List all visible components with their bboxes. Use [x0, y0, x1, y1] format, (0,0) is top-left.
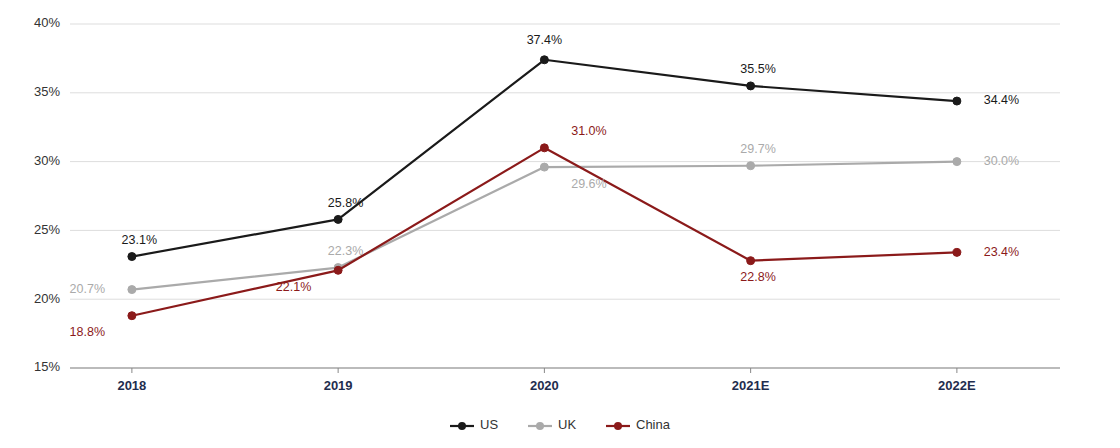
chart: 15% 20% 25% 30% 35% 40% 2018 2019 2020 2021E 2022E…: [0, 0, 1120, 448]
y-axis: 15% 20% 25% 30% 35% 40%: [34, 15, 1060, 374]
point: [540, 144, 548, 152]
point: [128, 253, 136, 261]
data-label: 30.0%: [984, 154, 1019, 168]
point: [747, 162, 755, 170]
plot-area: [128, 56, 961, 320]
point: [953, 97, 961, 105]
x-tick-label: 2022E: [938, 378, 976, 393]
data-label: 25.8%: [328, 196, 363, 210]
data-label: 34.4%: [984, 93, 1019, 107]
point: [953, 248, 961, 256]
grid-line: [70, 299, 1060, 300]
series-line: [132, 60, 957, 257]
x-axis: 2018 2019 2020 2021E 2022E: [70, 368, 1060, 393]
data-label: 29.7%: [740, 142, 775, 156]
x-tick-label: 2020: [530, 378, 559, 393]
legend-item: US: [450, 417, 498, 432]
y-tick-label: 20%: [34, 291, 60, 306]
legend-item: China: [606, 417, 671, 432]
y-tick-label: 40%: [34, 15, 60, 30]
data-labels: 23.1% 25.8% 37.4% 35.5% 34.4% 20.7% 22.3% 29.6%…: [70, 33, 1020, 339]
data-label: 37.4%: [527, 33, 562, 47]
grid-line: [70, 368, 1060, 369]
grid-line: [70, 92, 1060, 93]
x-tick: [338, 368, 339, 373]
data-label: 22.8%: [740, 270, 775, 284]
legend-marker: [536, 422, 544, 430]
x-tick-label: 2019: [324, 378, 353, 393]
legend-marker: [614, 422, 622, 430]
x-axis-line: [70, 368, 1060, 369]
legend-marker: [458, 422, 466, 430]
legend: US UK China: [450, 417, 671, 432]
point: [334, 215, 342, 223]
x-tick: [956, 368, 957, 373]
point: [747, 257, 755, 265]
point: [540, 163, 548, 171]
x-tick-label: 2021E: [732, 378, 770, 393]
series-line: [132, 148, 957, 316]
y-tick-label: 35%: [34, 84, 60, 99]
x-tick: [544, 368, 545, 373]
x-tick: [131, 368, 132, 373]
data-label: 31.0%: [571, 124, 606, 138]
point: [540, 56, 548, 64]
point: [334, 266, 342, 274]
data-label: 22.1%: [276, 280, 311, 294]
legend-label: UK: [558, 417, 576, 432]
legend-label: US: [480, 417, 498, 432]
data-label: 23.1%: [122, 233, 157, 247]
data-label: 35.5%: [740, 62, 775, 76]
data-label: 22.3%: [328, 244, 363, 258]
grid-line: [70, 230, 1060, 231]
grid-line: [70, 24, 1060, 25]
legend-item: UK: [528, 417, 576, 432]
y-tick-label: 25%: [34, 222, 60, 237]
x-tick-label: 2018: [117, 378, 146, 393]
point: [128, 312, 136, 320]
data-label: 18.8%: [70, 325, 105, 339]
point: [128, 286, 136, 294]
data-label: 23.4%: [984, 245, 1019, 259]
point: [747, 82, 755, 90]
y-tick-label: 15%: [34, 359, 60, 374]
legend-label: China: [636, 417, 671, 432]
data-label: 29.6%: [571, 177, 606, 191]
y-tick-label: 30%: [34, 153, 60, 168]
series-line: [132, 162, 957, 290]
x-tick: [750, 368, 751, 373]
data-label: 20.7%: [70, 282, 105, 296]
point: [953, 158, 961, 166]
